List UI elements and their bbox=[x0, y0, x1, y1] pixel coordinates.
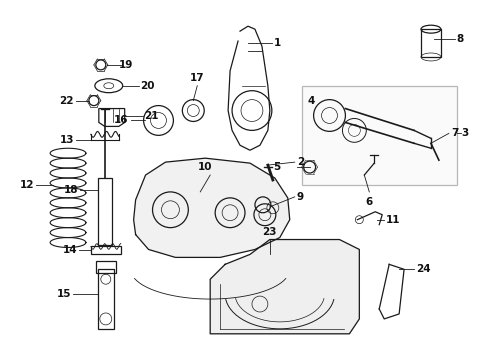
Polygon shape bbox=[210, 239, 359, 334]
Text: 3: 3 bbox=[461, 129, 468, 138]
Text: 23: 23 bbox=[262, 226, 277, 237]
Text: 7: 7 bbox=[450, 129, 457, 138]
Text: 24: 24 bbox=[415, 264, 430, 274]
Text: 4: 4 bbox=[307, 96, 314, 105]
Bar bbox=[301, 86, 456, 185]
Text: 16: 16 bbox=[114, 116, 128, 126]
Polygon shape bbox=[133, 158, 289, 257]
Text: 5: 5 bbox=[273, 162, 280, 172]
Text: 14: 14 bbox=[62, 246, 77, 256]
Bar bbox=[98, 269, 114, 329]
Text: 22: 22 bbox=[60, 96, 74, 105]
Text: 18: 18 bbox=[63, 185, 78, 195]
Text: 20: 20 bbox=[141, 81, 155, 91]
Bar bbox=[420, 29, 440, 57]
Text: 9: 9 bbox=[296, 192, 303, 202]
Text: 10: 10 bbox=[198, 162, 212, 172]
Bar bbox=[96, 261, 116, 273]
Text: 17: 17 bbox=[189, 73, 204, 83]
Text: 13: 13 bbox=[60, 135, 74, 145]
Text: 8: 8 bbox=[456, 34, 463, 44]
Text: 15: 15 bbox=[57, 289, 71, 299]
Text: 6: 6 bbox=[365, 197, 372, 207]
Bar bbox=[98, 178, 112, 246]
Text: 2: 2 bbox=[296, 157, 304, 167]
Text: 21: 21 bbox=[144, 111, 159, 121]
Text: 12: 12 bbox=[20, 180, 34, 190]
Text: 1: 1 bbox=[273, 38, 281, 48]
Text: 19: 19 bbox=[119, 60, 133, 70]
Text: 11: 11 bbox=[386, 215, 400, 225]
